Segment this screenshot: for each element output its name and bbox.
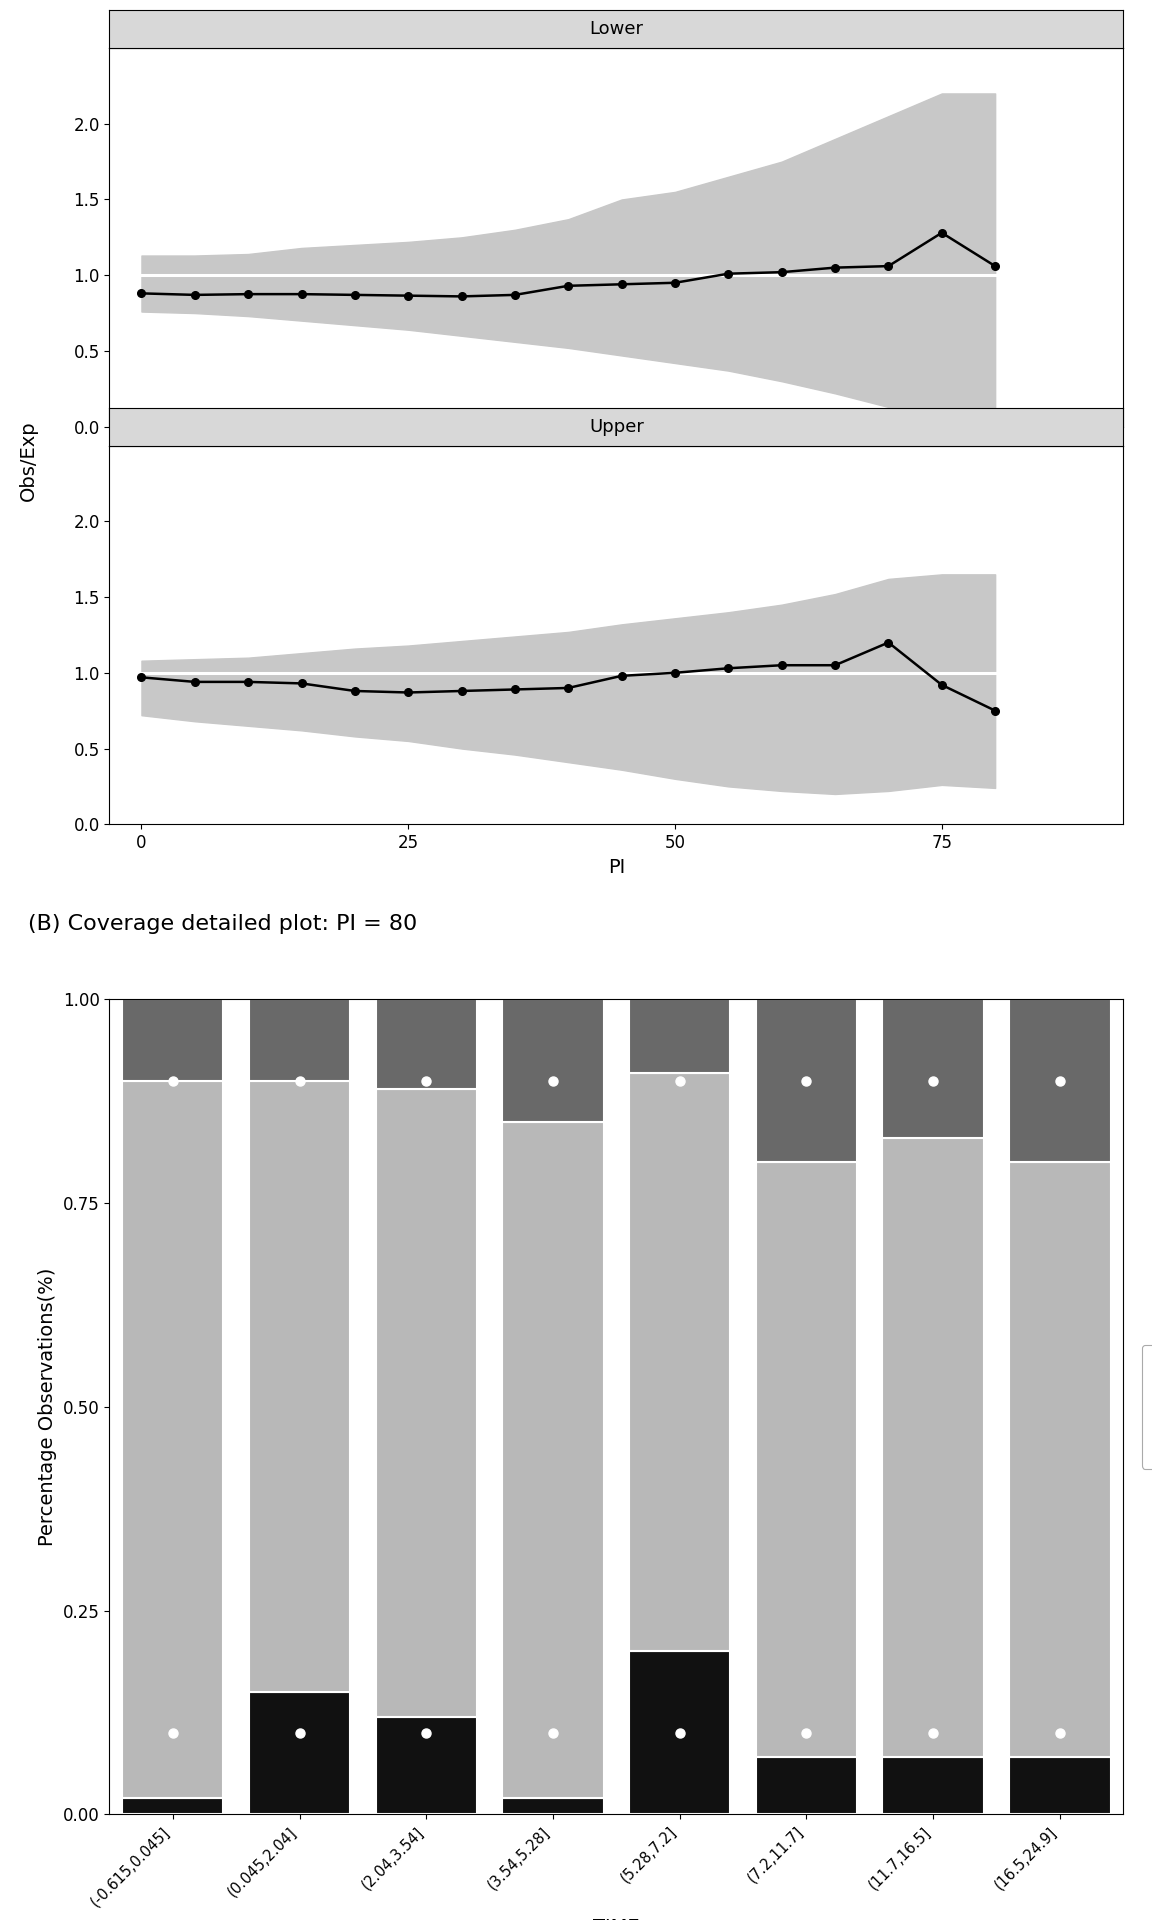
Bar	[502, 1799, 604, 1814]
Bar	[756, 1162, 857, 1757]
Bar	[629, 1073, 730, 1651]
Text: (B) Coverage detailed plot: PI = 80: (B) Coverage detailed plot: PI = 80	[29, 914, 417, 935]
Text: Obs/Exp: Obs/Exp	[20, 420, 38, 501]
Bar	[122, 998, 223, 1081]
Bar	[249, 998, 350, 1081]
Bar	[882, 1757, 984, 1814]
Bar	[882, 1139, 984, 1757]
X-axis label: PI: PI	[608, 858, 624, 877]
Bar	[756, 1757, 857, 1814]
Bar	[502, 1121, 604, 1799]
Bar	[1009, 1162, 1111, 1757]
Legend: Upper, Middle, Lower: Upper, Middle, Lower	[1142, 1346, 1152, 1469]
Y-axis label: Percentage Observations(%): Percentage Observations(%)	[38, 1267, 58, 1546]
Bar	[1009, 1757, 1111, 1814]
Bar	[502, 998, 604, 1121]
Bar	[249, 1081, 350, 1692]
Bar	[882, 998, 984, 1139]
Bar	[376, 1089, 477, 1716]
Bar	[122, 1081, 223, 1799]
Bar	[756, 998, 857, 1162]
Bar	[122, 1799, 223, 1814]
Bar	[1009, 998, 1111, 1162]
X-axis label: TIME: TIME	[593, 1918, 639, 1920]
Bar	[376, 1716, 477, 1814]
Bar	[376, 998, 477, 1089]
Bar	[249, 1692, 350, 1814]
Bar	[629, 1651, 730, 1814]
Bar	[629, 998, 730, 1073]
